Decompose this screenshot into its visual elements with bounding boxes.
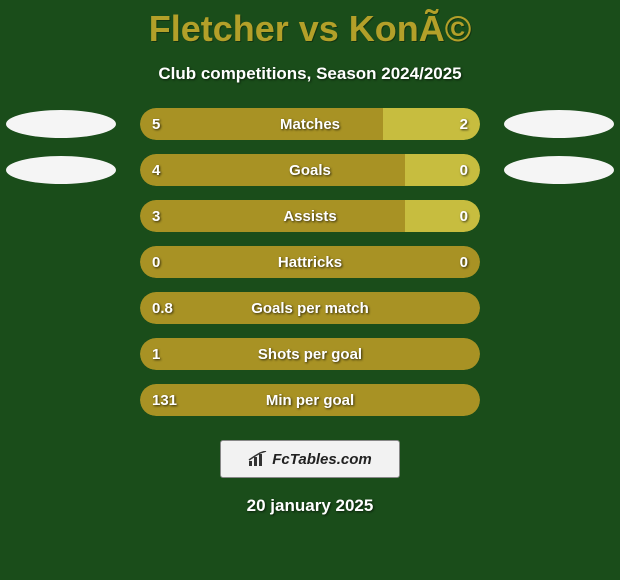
stat-label: Min per goal — [140, 384, 480, 416]
stat-label: Shots per goal — [140, 338, 480, 370]
footer-badge[interactable]: FcTables.com — [220, 440, 400, 478]
stat-label: Goals per match — [140, 292, 480, 324]
subtitle: Club competitions, Season 2024/2025 — [0, 64, 620, 84]
stat-row: 00Hattricks — [0, 246, 620, 278]
stat-label: Matches — [140, 108, 480, 140]
stat-label: Hattricks — [140, 246, 480, 278]
stat-bar: 30Assists — [140, 200, 480, 232]
page-title: Fletcher vs KonÃ© — [0, 0, 620, 50]
stat-bar: 40Goals — [140, 154, 480, 186]
stat-label: Goals — [140, 154, 480, 186]
stat-row: 131Min per goal — [0, 384, 620, 416]
player-left-ellipse — [6, 110, 116, 138]
stat-bar: 52Matches — [140, 108, 480, 140]
date-text: 20 january 2025 — [0, 496, 620, 516]
stats-rows: 52Matches 40Goals 30Assists 00Hattricks 0.8G… — [0, 108, 620, 416]
stat-bar: 0.8Goals per match — [140, 292, 480, 324]
player-left-ellipse — [6, 156, 116, 184]
player-right-ellipse — [504, 156, 614, 184]
stat-row: 0.8Goals per match — [0, 292, 620, 324]
chart-icon — [248, 451, 268, 467]
footer-brand-text: FcTables.com — [272, 451, 371, 468]
stat-bar: 1Shots per goal — [140, 338, 480, 370]
stat-bar: 00Hattricks — [140, 246, 480, 278]
stat-row: 1Shots per goal — [0, 338, 620, 370]
stat-row: 30Assists — [0, 200, 620, 232]
player-right-ellipse — [504, 110, 614, 138]
stat-row: 40Goals — [0, 154, 620, 186]
stat-bar: 131Min per goal — [140, 384, 480, 416]
stat-label: Assists — [140, 200, 480, 232]
stat-row: 52Matches — [0, 108, 620, 140]
